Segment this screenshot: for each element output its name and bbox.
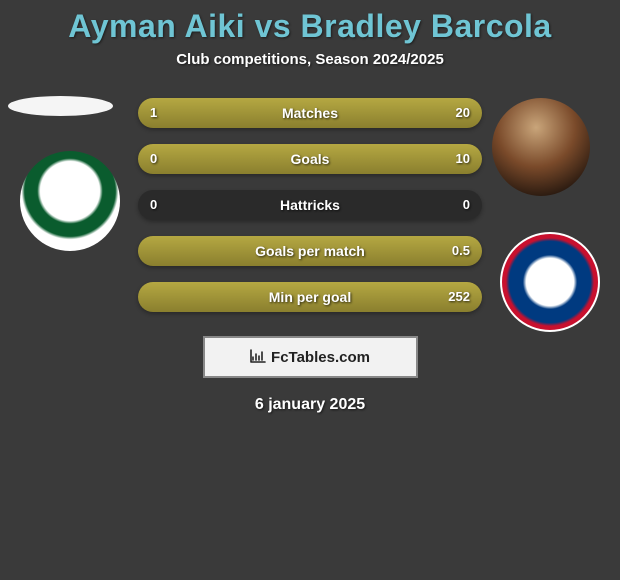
brand-badge: FcTables.com — [203, 336, 418, 378]
stat-right-value: 0.5 — [452, 236, 470, 266]
stat-bars: 1Matches200Goals100Hattricks0Goals per m… — [138, 98, 482, 328]
stat-right-value: 252 — [448, 282, 470, 312]
subtitle: Club competitions, Season 2024/2025 — [0, 51, 620, 68]
player-right-avatar — [492, 98, 590, 196]
stat-right-value: 20 — [456, 98, 470, 128]
stat-label: Goals per match — [138, 236, 482, 266]
brand-text: FcTables.com — [271, 349, 370, 366]
stat-row: 0Goals10 — [138, 144, 482, 174]
stat-label: Hattricks — [138, 190, 482, 220]
club-right-logo — [500, 232, 600, 332]
stat-row: Min per goal252 — [138, 282, 482, 312]
stat-right-value: 0 — [463, 190, 470, 220]
date-text: 6 january 2025 — [0, 396, 620, 414]
player-left-avatar — [8, 96, 113, 116]
stat-label: Goals — [138, 144, 482, 174]
comparison-area: 1Matches200Goals100Hattricks0Goals per m… — [0, 96, 620, 336]
stat-row: 0Hattricks0 — [138, 190, 482, 220]
club-left-logo — [20, 151, 120, 251]
stat-row: Goals per match0.5 — [138, 236, 482, 266]
stat-label: Matches — [138, 98, 482, 128]
stat-right-value: 10 — [456, 144, 470, 174]
page-title: Ayman Aiki vs Bradley Barcola — [0, 8, 620, 45]
stat-label: Min per goal — [138, 282, 482, 312]
stat-row: 1Matches20 — [138, 98, 482, 128]
chart-icon — [250, 349, 266, 366]
infographic: Ayman Aiki vs Bradley Barcola Club compe… — [0, 0, 620, 414]
